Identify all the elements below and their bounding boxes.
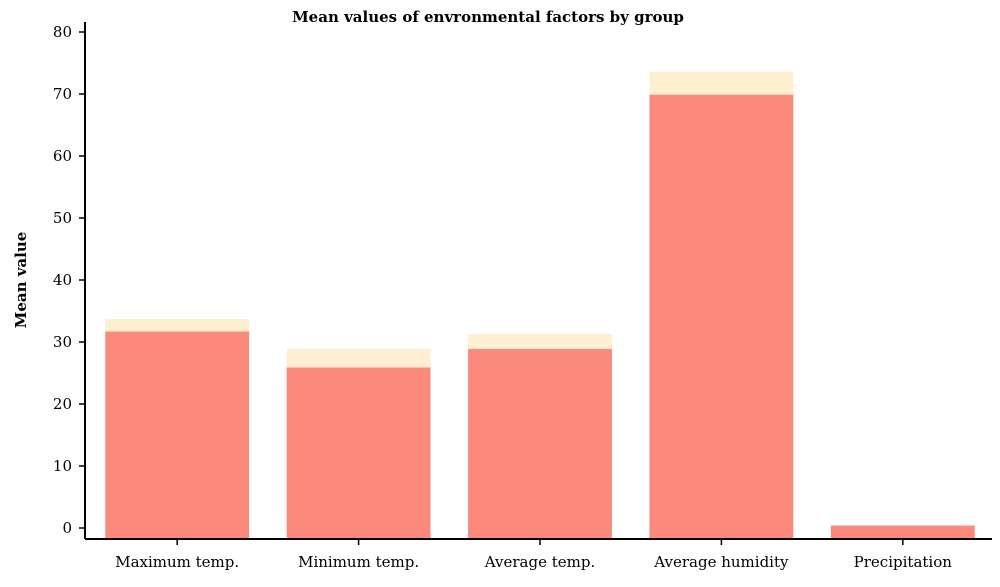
- y-tick-label: 70: [53, 85, 72, 103]
- y-axis-label: Mean value: [12, 232, 30, 329]
- x-ticks-group: Maximum temp. Minimum temp. Average temp. A…: [115, 539, 952, 571]
- chart-title: Mean values of envronmental factors by g…: [292, 8, 684, 26]
- y-tick-label: 10: [53, 457, 72, 475]
- x-tick-label: Maximum temp.: [115, 553, 239, 571]
- x-tick-label: Average temp.: [484, 553, 595, 571]
- bar-primary-1: [286, 367, 431, 539]
- y-tick-label: 60: [53, 147, 72, 165]
- bar-secondary-1: [286, 348, 431, 368]
- x-tick-label: Average humidity: [653, 553, 789, 571]
- y-tick-label: 80: [53, 23, 72, 41]
- bar-primary-0: [105, 331, 250, 539]
- y-ticks-group: 0 10 20 30 40 50 60 70 80: [53, 23, 85, 537]
- bar-secondary-0: [105, 319, 250, 332]
- bar-secondary-2: [468, 333, 612, 349]
- y-tick-label: 30: [53, 333, 72, 351]
- y-tick-label: 20: [53, 395, 72, 413]
- bar-primary-2: [468, 348, 612, 539]
- bars-group: [105, 71, 975, 540]
- x-tick-label: Minimum temp.: [298, 553, 419, 571]
- x-tick-label: Precipitation: [854, 553, 953, 571]
- bar-secondary-3: [649, 71, 794, 95]
- y-tick-label: 0: [62, 519, 72, 537]
- y-tick-label: 50: [53, 209, 72, 227]
- y-tick-label: 40: [53, 271, 72, 289]
- bar-primary-3: [649, 94, 794, 540]
- bar-primary-4: [830, 525, 975, 539]
